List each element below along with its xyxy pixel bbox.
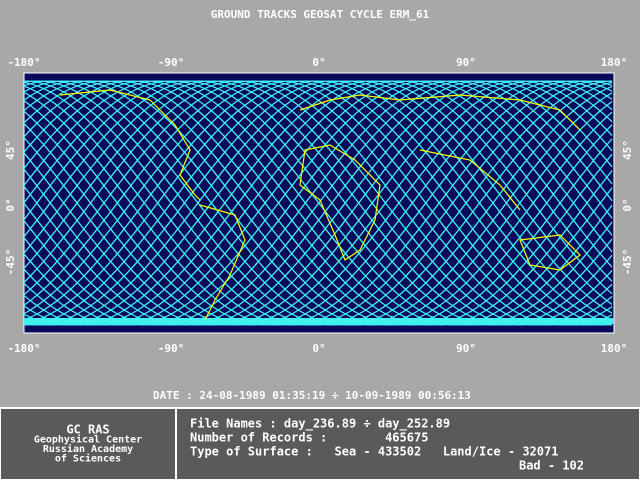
latitude-label: 45° xyxy=(4,140,17,160)
latitude-label: -45° xyxy=(621,249,634,276)
latitude-label: 45° xyxy=(621,140,634,160)
longitude-label: -180° xyxy=(7,342,40,355)
info-line: Bad - 102 xyxy=(519,459,584,473)
south-band xyxy=(24,318,614,324)
track xyxy=(24,80,613,326)
track xyxy=(24,80,613,326)
info-line: Type of Surface : Sea - 433502 Land/Ice … xyxy=(190,445,558,459)
track xyxy=(24,80,613,326)
ground-tracks xyxy=(24,80,614,326)
track xyxy=(24,80,613,326)
date-range: DATE : 24-08-1989 01:35:19 ÷ 10-09-1989 … xyxy=(153,389,471,402)
track xyxy=(24,80,613,326)
longitude-label: 0° xyxy=(312,56,325,69)
institution-line: Russian Academy xyxy=(43,443,133,455)
track xyxy=(24,80,613,326)
longitude-label: -180° xyxy=(7,56,40,69)
latitude-label: -45° xyxy=(4,249,17,276)
longitude-label: 90° xyxy=(456,342,476,355)
latitude-labels: 45° 45° 0° 0° -45° -45° xyxy=(4,140,634,275)
track xyxy=(24,80,613,326)
track xyxy=(24,80,613,326)
track xyxy=(24,80,613,326)
longitude-label: 180° xyxy=(601,56,628,69)
longitude-label: 90° xyxy=(456,56,476,69)
track xyxy=(24,80,613,326)
institution-line: Geophysical Center xyxy=(34,434,142,446)
longitude-label: 180° xyxy=(601,342,628,355)
latitude-label: 0° xyxy=(621,198,634,211)
track xyxy=(24,80,613,326)
info-lines: File Names : day_236.89 ÷ day_252.89Numb… xyxy=(190,417,584,473)
track xyxy=(24,80,613,326)
info-panel xyxy=(0,407,640,480)
longitude-labels: -180° -180° -90° -90° 0° 0° 90° 90° 180° 180° xyxy=(7,56,627,355)
track xyxy=(24,80,613,326)
track xyxy=(24,80,613,326)
track xyxy=(24,80,613,326)
info-line: File Names : day_236.89 ÷ day_252.89 xyxy=(190,417,450,432)
track xyxy=(24,80,613,326)
longitude-label: 0° xyxy=(312,342,325,355)
track xyxy=(24,80,613,326)
longitude-label: -90° xyxy=(158,56,185,69)
coastlines xyxy=(59,89,581,321)
track xyxy=(24,80,613,326)
track xyxy=(24,80,613,326)
track xyxy=(24,80,613,326)
track xyxy=(24,80,613,326)
track xyxy=(24,80,613,326)
institution-line: GC RAS xyxy=(66,423,109,437)
latitude-label: 0° xyxy=(4,198,17,211)
track xyxy=(24,80,613,326)
info-line: Number of Records : 465675 xyxy=(190,431,428,445)
title: GROUND TRACKS GEOSAT CYCLE ERM_61 xyxy=(211,8,430,21)
institution-line: of Sciences xyxy=(55,453,121,465)
track xyxy=(24,80,613,326)
longitude-label: -90° xyxy=(158,342,185,355)
